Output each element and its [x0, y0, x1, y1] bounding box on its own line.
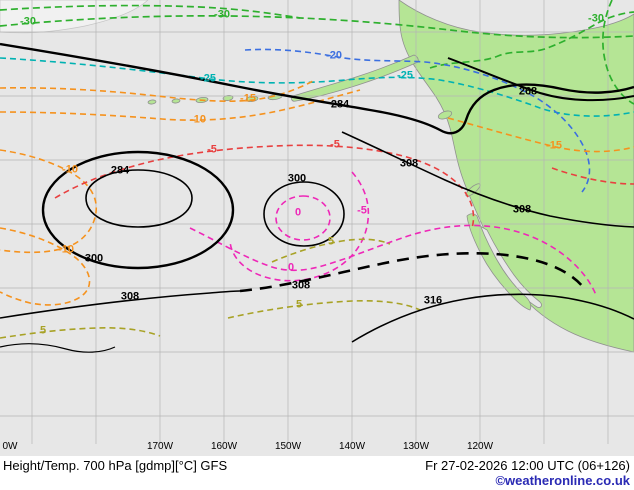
height-284-low-inner	[85, 169, 193, 228]
map-title: Height/Temp. 700 hPa [gdmp][°C] GFS	[3, 458, 228, 473]
footer: Height/Temp. 700 hPa [gdmp][°C] GFS Fr 2…	[0, 456, 634, 490]
height-316	[351, 293, 634, 343]
temp-contours-magenta	[189, 171, 597, 296]
map-datetime: Fr 27-02-2026 12:00 UTC (06+126)	[425, 458, 630, 473]
height-308-upper	[341, 131, 634, 228]
temp-contours-cyan	[0, 48, 634, 193]
height-268	[447, 57, 634, 102]
height-308-lower	[0, 290, 241, 319]
map-canvas	[0, 0, 634, 444]
height-300-low-outer	[41, 150, 235, 270]
height-contours	[0, 42, 634, 353]
height-284-main	[0, 42, 634, 135]
copyright-link[interactable]: ©weatheronline.co.uk	[495, 473, 630, 488]
baja-california	[466, 213, 532, 311]
height-minor-southwest	[0, 343, 116, 353]
weather-map: -30 -30 -30 -25 -25 -20 -15 -15 -10 -10 -10 -5 -5 -5 0…	[0, 0, 634, 456]
height-trough-dashed	[239, 251, 588, 293]
height-300-closed-low	[263, 181, 345, 247]
temp-contours-olive	[0, 238, 421, 339]
graticule	[0, 0, 634, 444]
